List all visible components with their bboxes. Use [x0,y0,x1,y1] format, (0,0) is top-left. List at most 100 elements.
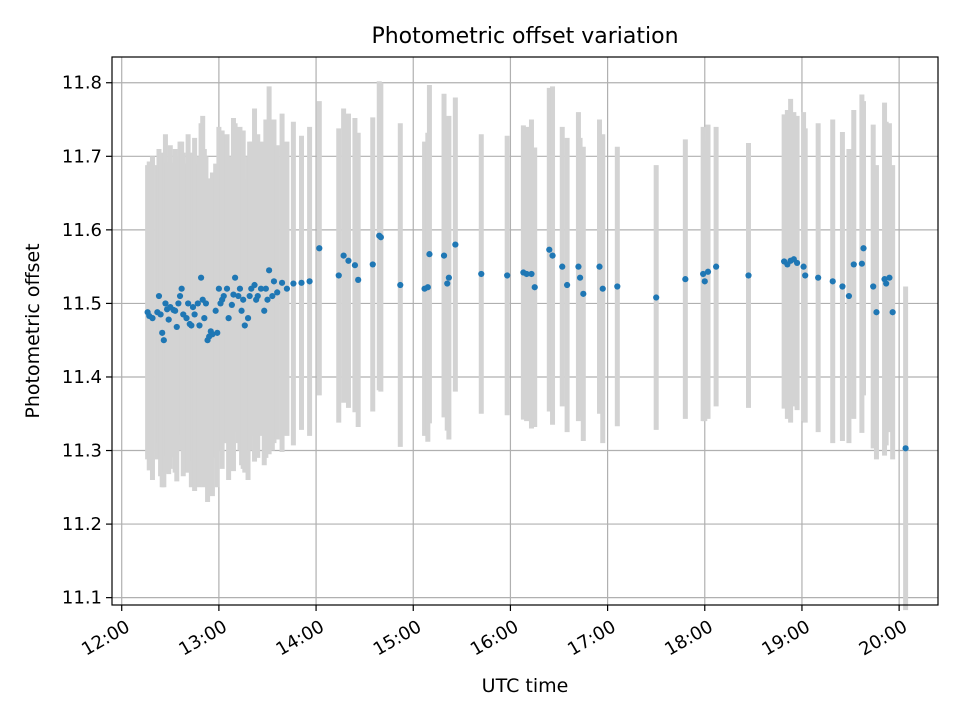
data-point [236,285,244,292]
data-point [850,261,857,268]
data-point [596,263,603,270]
data-point [201,315,208,322]
data-point [157,311,164,318]
data-point [159,329,166,336]
data-point [873,309,880,316]
data-point [257,285,265,292]
data-point [883,280,890,287]
data-point [426,251,433,258]
data-point [452,241,459,248]
data-point [701,278,708,285]
data-point [745,272,752,279]
data-point [183,315,190,322]
data-point [580,290,587,297]
data-point [185,300,192,307]
data-point [845,292,853,300]
data-point [870,283,877,290]
data-point [444,280,451,287]
data-point [220,292,227,300]
data-point [599,285,606,292]
data-point [262,285,269,292]
data-point [559,263,566,270]
y-tick-label: 11.8 [62,73,102,94]
data-point [283,285,291,292]
data-point [197,274,205,281]
data-point [191,311,198,318]
data-point [335,272,342,279]
x-axis-label: UTC time [482,675,569,697]
data-point [478,270,485,278]
y-tick-label: 11.4 [62,367,102,388]
plot-frame [111,56,939,606]
data-point [858,260,865,267]
data-point [162,300,169,307]
data-point [564,281,571,289]
data-point [231,274,239,281]
y-tick-label: 11.2 [62,514,102,535]
data-point [445,274,452,281]
data-point [549,252,556,259]
data-point [523,270,530,278]
data-point [575,263,582,270]
data-point [860,245,867,252]
data-point [345,257,352,264]
data-point [504,272,511,279]
data-point [223,285,231,292]
data-point [188,322,195,329]
data-point [278,279,286,286]
data-point [261,307,268,314]
data-point [214,329,221,336]
data-point [298,279,305,286]
data-point [240,296,247,303]
data-point [176,292,184,300]
data-point [235,292,242,300]
data-point [397,281,404,289]
data-point [251,281,258,289]
data-point [290,280,297,287]
data-point [228,301,235,308]
data-point [355,276,362,283]
data-point [829,278,836,285]
data-point [202,300,210,307]
data-point [189,303,197,311]
y-tick-label: 11.1 [62,588,102,609]
data-point [246,292,253,300]
data-point [528,270,535,278]
data-point [194,300,201,307]
data-point [269,292,276,300]
data-point [274,289,281,296]
y-axis-label: Photometric offset [22,243,44,418]
data-point [793,259,801,267]
data-point [815,274,822,281]
data-point [700,270,707,278]
data-point [264,296,271,303]
data-point [230,291,237,298]
y-tick-label: 11.5 [62,293,102,314]
data-point [266,267,273,274]
data-point [270,278,278,285]
data-point [704,268,712,275]
data-point [209,331,216,338]
data-point [531,284,538,291]
data-point [172,307,179,314]
data-point [424,284,431,291]
data-point [160,337,167,344]
data-point [902,445,909,452]
chart-title: Photometric offset variation [371,24,678,49]
data-point [149,315,156,322]
data-point [546,246,553,253]
data-point [369,261,376,268]
data-point [886,274,893,281]
data-point [653,294,660,301]
data-point [173,323,180,331]
data-point [351,262,359,269]
data-point [340,252,347,259]
y-tick-label: 11.7 [62,146,102,167]
data-point [576,274,584,281]
data-point [178,285,185,292]
data-point [238,307,245,314]
data-point [225,315,232,322]
data-point [713,263,720,270]
data-point [316,245,323,252]
